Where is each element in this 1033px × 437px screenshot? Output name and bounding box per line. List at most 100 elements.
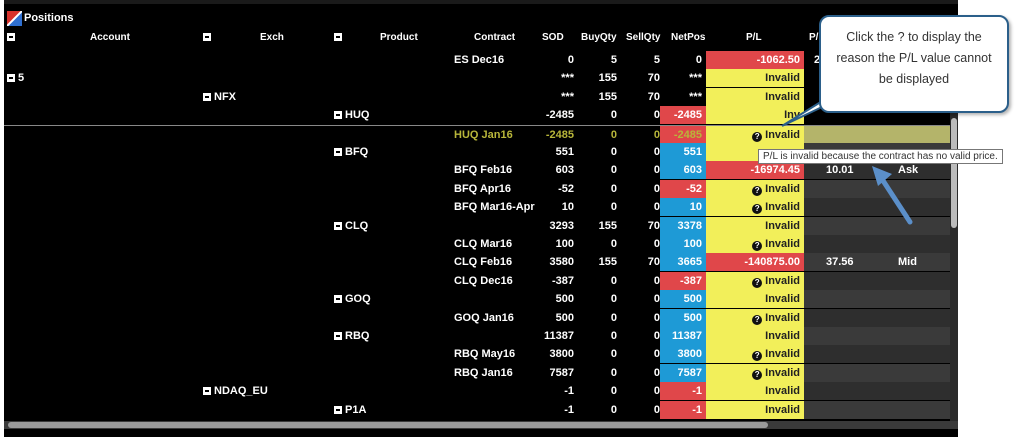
pl-value: Invalid — [765, 293, 800, 306]
product-cell[interactable]: HUQ — [334, 106, 444, 124]
buyqty-cell: 0 — [610, 348, 617, 361]
netpos-cell: -1 — [660, 400, 706, 419]
contract-cell: BFQ Feb16 — [454, 164, 513, 177]
position-row[interactable]: HUQ Jan16 -2485 0 0 -2485? Invalid — [4, 124, 958, 144]
collapse-tree-icon[interactable] — [203, 92, 211, 101]
vertical-scroll-thumb[interactable] — [951, 118, 957, 228]
netpos-cell: 551 — [660, 143, 706, 161]
buyqty-cell: 0 — [610, 403, 617, 416]
header-exch[interactable]: Exch — [260, 32, 284, 43]
collapse-tree-icon[interactable] — [334, 148, 342, 156]
product-label: P1A — [345, 403, 367, 416]
position-row[interactable]: ES Dec16 0 5 5 0 -1062.50 2 — [4, 51, 958, 69]
pl-cell[interactable]: ? Invalid — [706, 125, 804, 144]
position-row[interactable]: RBQ May16 3800 0 0 3800? Invalid — [4, 345, 958, 364]
collapse-tree-icon[interactable] — [334, 332, 342, 340]
collapse-all-icon[interactable] — [7, 32, 15, 43]
pl-value: Invalid — [765, 311, 800, 324]
position-row[interactable]: RBQ 11387 0 0 11387 Invalid — [4, 327, 958, 345]
pl-reason-help-icon[interactable]: ? — [752, 131, 763, 142]
product-cell[interactable]: GOQ — [334, 290, 444, 308]
collapse-product-icon[interactable] — [334, 32, 342, 43]
pl-value: Invalid — [765, 182, 800, 195]
collapse-exch-icon[interactable] — [203, 32, 211, 43]
position-row[interactable]: GOQ Jan16 500 0 0 500? Invalid — [4, 308, 958, 327]
position-row[interactable]: BFQ Apr16 -52 0 0 -52? Invalid — [4, 179, 958, 198]
header-extra[interactable]: P/ — [809, 32, 819, 43]
pl-cell[interactable]: ? Invalid — [706, 271, 804, 290]
exch-cell[interactable]: NFX — [203, 88, 323, 106]
sod-cell: 11387 — [544, 330, 574, 342]
position-row[interactable]: 5 *** 155 70 *** Invalid — [4, 69, 958, 88]
product-cell[interactable]: RBQ — [334, 327, 444, 345]
sod-cell: 100 — [555, 238, 574, 250]
extra-columns-cell — [804, 125, 950, 144]
pl-cell: Invalid — [706, 290, 804, 309]
header-sellqty[interactable]: SellQty — [626, 32, 661, 43]
position-row[interactable]: BFQ Mar16-Apr 10 0 0 10? Invalid — [4, 198, 958, 217]
collapse-tree-icon[interactable] — [7, 74, 15, 83]
header-pl[interactable]: P/L — [746, 32, 762, 43]
pl-cell[interactable]: ? Invalid — [706, 235, 804, 253]
sellqty-cell: 70 — [647, 90, 660, 103]
position-row[interactable]: CLQ Mar16 100 0 0 100? Invalid — [4, 235, 958, 253]
netpos-cell: 3665 — [660, 253, 706, 272]
exch-label: NDAQ_EU — [214, 385, 268, 398]
header-contract[interactable]: Contract — [474, 32, 516, 43]
header-product[interactable]: Product — [380, 32, 418, 43]
position-row[interactable]: NDAQ_EU -1 0 0 -1 Invalid — [4, 382, 958, 401]
pl-reason-help-icon[interactable]: ? — [752, 314, 763, 325]
pl-reason-help-icon[interactable]: ? — [752, 204, 763, 215]
header-account[interactable]: Account — [90, 32, 130, 43]
positions-logo-icon — [7, 11, 22, 26]
buyqty-cell: 5 — [610, 54, 617, 66]
pl-reason-help-icon[interactable]: ? — [752, 185, 763, 196]
netpos-cell: *** — [660, 69, 706, 88]
pl-cell[interactable]: ? Invalid — [706, 363, 804, 382]
product-label: GOQ — [345, 293, 371, 306]
collapse-tree-icon[interactable] — [334, 295, 342, 304]
account-cell[interactable]: 5 — [7, 69, 67, 87]
collapse-tree-icon[interactable] — [334, 405, 342, 414]
horizontal-scroll-thumb[interactable] — [8, 422, 768, 428]
contract-cell: CLQ Dec16 — [454, 274, 513, 287]
position-row[interactable]: CLQ 3293 155 70 3378 Invalid — [4, 216, 958, 235]
pl-reason-help-icon[interactable]: ? — [752, 277, 763, 288]
position-row[interactable]: BFQ Feb16 603 0 0 603 -16974.45 10.01 Ask — [4, 161, 958, 180]
collapse-tree-icon[interactable] — [334, 221, 342, 230]
pl-cell[interactable]: ? Invalid — [706, 179, 804, 198]
vertical-scrollbar[interactable] — [950, 46, 958, 421]
product-cell[interactable]: BFQ — [334, 143, 444, 161]
sod-cell: 551 — [555, 146, 574, 158]
position-row[interactable]: P1A -1 0 0 -1 Invalid — [4, 400, 958, 419]
pl-cell[interactable]: ? Invalid — [706, 308, 804, 327]
title-bar[interactable]: Positions — [4, 10, 958, 28]
position-row[interactable]: CLQ Dec16 -387 0 0 -387? Invalid — [4, 271, 958, 290]
exch-label: NFX — [214, 90, 236, 103]
pl-reason-help-icon[interactable]: ? — [752, 351, 763, 362]
sellqty-cell: 70 — [647, 219, 660, 232]
horizontal-scrollbar[interactable] — [4, 421, 958, 429]
collapse-tree-icon[interactable] — [203, 387, 211, 396]
header-sod[interactable]: SOD — [542, 32, 564, 43]
buyqty-cell: 0 — [610, 366, 617, 379]
pl-reason-help-icon[interactable]: ? — [752, 241, 763, 251]
header-netpos[interactable]: NetPos — [671, 32, 706, 43]
exch-cell[interactable]: NDAQ_EU — [203, 382, 323, 400]
pl-reason-help-icon[interactable]: ? — [752, 369, 763, 380]
position-row[interactable]: RBQ Jan16 7587 0 0 7587? Invalid — [4, 363, 958, 382]
header-buyqty[interactable]: BuyQty — [581, 32, 617, 43]
sellqty-cell: 0 — [653, 128, 660, 141]
buyqty-cell: 0 — [610, 146, 617, 158]
pl-cell[interactable]: ? Invalid — [706, 345, 804, 364]
pl-cell[interactable]: ? Invalid — [706, 198, 804, 217]
collapse-tree-icon[interactable] — [334, 111, 342, 120]
buyqty-cell: 155 — [598, 72, 617, 85]
price-source: Ask — [898, 164, 919, 177]
position-row[interactable]: GOQ 500 0 0 500 Invalid — [4, 290, 958, 309]
product-cell[interactable]: P1A — [334, 401, 444, 419]
netpos-cell: 500 — [660, 308, 706, 327]
position-row[interactable]: CLQ Feb16 3580 155 70 3665 -140875.00 37.56 Mid — [4, 253, 958, 272]
product-cell[interactable]: CLQ — [334, 217, 444, 235]
pl-cell: Invalid — [706, 69, 804, 88]
